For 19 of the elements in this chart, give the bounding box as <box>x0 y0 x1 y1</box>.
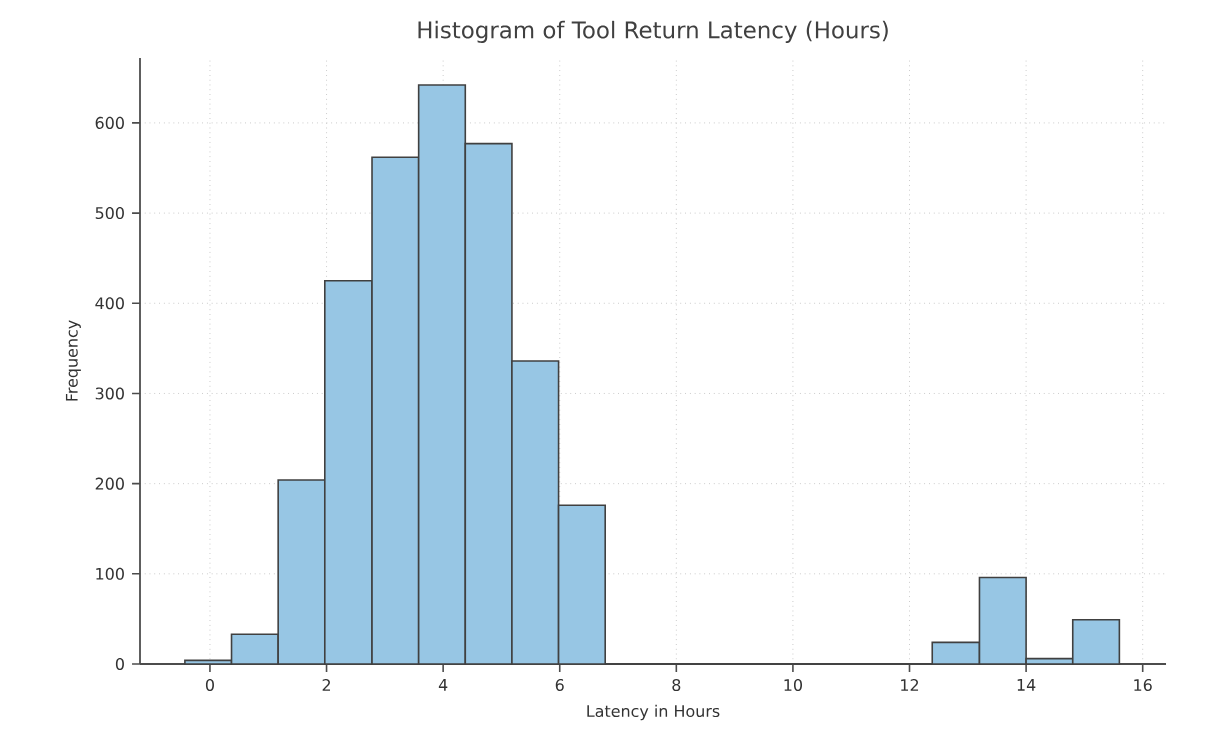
x-tick-label: 16 <box>1134 679 1152 692</box>
x-tick-label: 14 <box>1017 679 1036 691</box>
y-tick-label: 300 <box>95 387 124 400</box>
x-tick-label: 8 <box>672 679 681 692</box>
x-tick-label: 6 <box>555 679 564 692</box>
x-axis-title: Latency in Hours <box>587 704 720 721</box>
y-tick-label: 100 <box>96 567 124 580</box>
x-tick-label: 2 <box>322 679 331 691</box>
x-tick-label: 0 <box>205 679 214 692</box>
y-tick-label: 200 <box>95 477 124 490</box>
y-tick-label: 400 <box>95 297 124 310</box>
y-tick-label: 600 <box>95 116 124 129</box>
x-tick-label: 10 <box>784 679 803 692</box>
chart-title: Histogram of Tool Return Latency (Hours) <box>418 20 888 43</box>
y-axis-title: Frequency <box>65 320 81 401</box>
x-tick-label: 12 <box>901 679 919 691</box>
y-tick-label: 0 <box>115 657 124 671</box>
y-tick-label: 500 <box>95 207 124 220</box>
x-tick-label: 4 <box>438 679 448 691</box>
